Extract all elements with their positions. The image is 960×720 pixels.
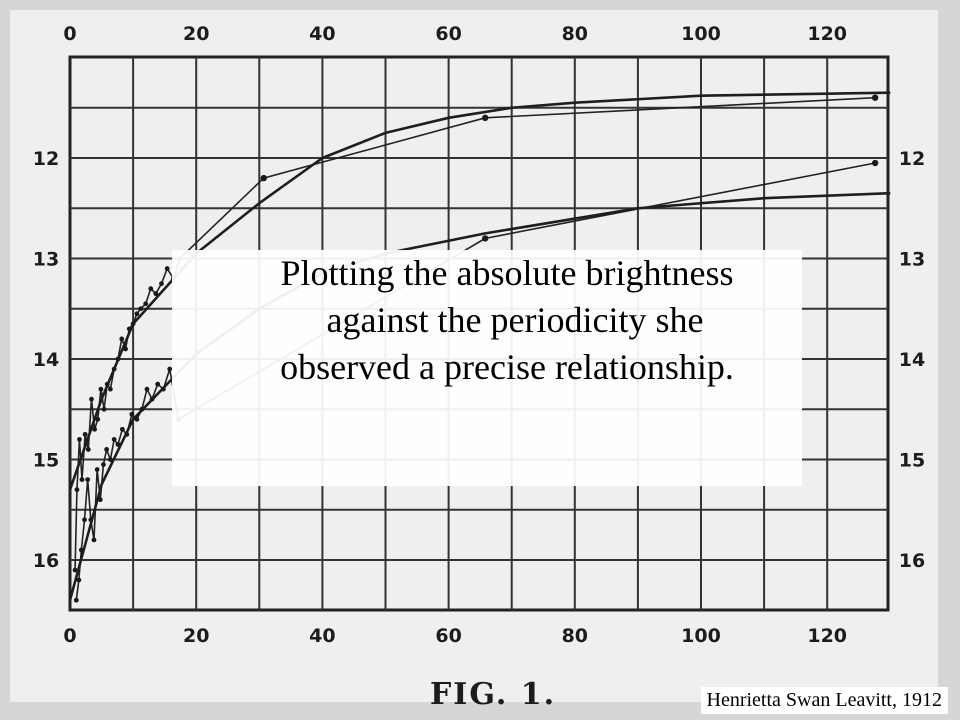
series-2-point [73, 597, 79, 603]
caption-overlay [172, 250, 802, 486]
x-tick-label-top: 100 [681, 23, 721, 45]
x-tick-label-bottom: 100 [681, 625, 721, 647]
caption-line-1: Plotting the absolute brightness [280, 253, 734, 293]
x-tick-label-top: 0 [63, 23, 76, 45]
y-tick-label-right: 16 [899, 550, 925, 572]
series-1-point [481, 114, 489, 122]
x-tick-label-top: 40 [309, 23, 335, 45]
series-1-point [85, 447, 91, 452]
series-1-point [138, 306, 144, 312]
series-2-point [124, 431, 130, 437]
series-1-point [104, 381, 110, 387]
series-2-point [139, 406, 145, 412]
series-2-point [78, 547, 84, 553]
series-2-point [88, 517, 94, 523]
x-tick-label-bottom: 0 [63, 625, 76, 647]
credit-label: Henrietta Swan Leavitt, 1912 [700, 687, 948, 714]
caption-line-2: against the periodicity she [326, 300, 704, 340]
y-tick-label-right: 12 [899, 148, 925, 170]
series-1-point [143, 301, 149, 307]
series-1-point [98, 386, 104, 392]
series-1-point [153, 291, 159, 297]
series-1-point [72, 567, 78, 573]
series-1-point [260, 174, 267, 182]
y-tick-label-right: 14 [899, 349, 925, 371]
series-2-point [167, 366, 173, 372]
series-1-point [119, 336, 125, 342]
y-tick-label-left: 13 [33, 249, 59, 271]
series-2-point [871, 159, 879, 167]
series-2-point [149, 396, 155, 402]
series-1-point [159, 281, 164, 287]
x-tick-label-bottom: 60 [435, 625, 461, 647]
series-1-point [79, 477, 85, 482]
series-2-point [85, 477, 91, 482]
series-1-point [92, 426, 98, 432]
series-2-point [97, 497, 103, 503]
x-tick-label-bottom: 20 [183, 625, 209, 647]
figure-label: FIG. 1. [430, 677, 556, 712]
series-1-point [115, 356, 121, 362]
series-2-point [129, 411, 135, 417]
series-2-point [101, 462, 106, 467]
series-2-point [94, 467, 100, 472]
series-1-point [89, 396, 94, 402]
x-tick-label-bottom: 40 [309, 625, 335, 647]
series-2-point [76, 577, 82, 583]
x-tick-label-top: 60 [435, 23, 461, 45]
series-1-point [74, 487, 80, 493]
series-1-point [134, 311, 140, 317]
caption: Plotting the absolute brightness against… [172, 250, 842, 391]
series-1-point [95, 416, 101, 422]
caption-line-3: observed a precise relationship. [280, 347, 734, 387]
series-1-point [130, 321, 136, 327]
series-2-point [119, 426, 125, 432]
series-2-point [82, 517, 87, 523]
y-tick-label-left: 14 [33, 349, 59, 371]
x-tick-label-top: 20 [183, 23, 209, 45]
series-1-point [111, 366, 117, 372]
series-1-point [871, 94, 879, 101]
y-tick-label-left: 16 [33, 550, 59, 572]
series-2-point [104, 447, 109, 452]
plot-frame [68, 55, 890, 612]
series-2-point [91, 537, 97, 543]
series-1-point [77, 437, 82, 442]
series-1-point [107, 386, 113, 392]
series-2-point [134, 416, 140, 422]
series-1-point [148, 286, 154, 292]
series-2-point [107, 457, 113, 462]
y-tick-label-left: 12 [33, 148, 59, 170]
x-tick-label-top: 120 [807, 23, 847, 45]
y-tick-label-right: 15 [899, 450, 925, 472]
x-tick-label-bottom: 80 [562, 625, 588, 647]
series-1-fit-curve [68, 91, 891, 491]
series-1-point [123, 346, 128, 352]
tick-labels: 0 0 20 20 40 40 60 60 80 80 100 100 120 120 12 12 13 13 14… [33, 23, 925, 647]
series-2-point [115, 442, 121, 447]
series-1-point [126, 326, 132, 332]
series-1-point [101, 406, 107, 412]
x-tick-label-bottom: 120 [807, 625, 847, 647]
series-2-point [111, 437, 117, 442]
x-tick-label-top: 80 [562, 23, 588, 45]
series-2-point [144, 386, 150, 392]
y-tick-label-left: 15 [33, 450, 59, 472]
series-2-point [160, 386, 166, 392]
y-tick-label-right: 13 [899, 249, 925, 271]
series-2-point [481, 235, 489, 242]
series-1-point [82, 431, 88, 437]
series-1-point [164, 266, 170, 271]
series-2-point [155, 381, 161, 387]
